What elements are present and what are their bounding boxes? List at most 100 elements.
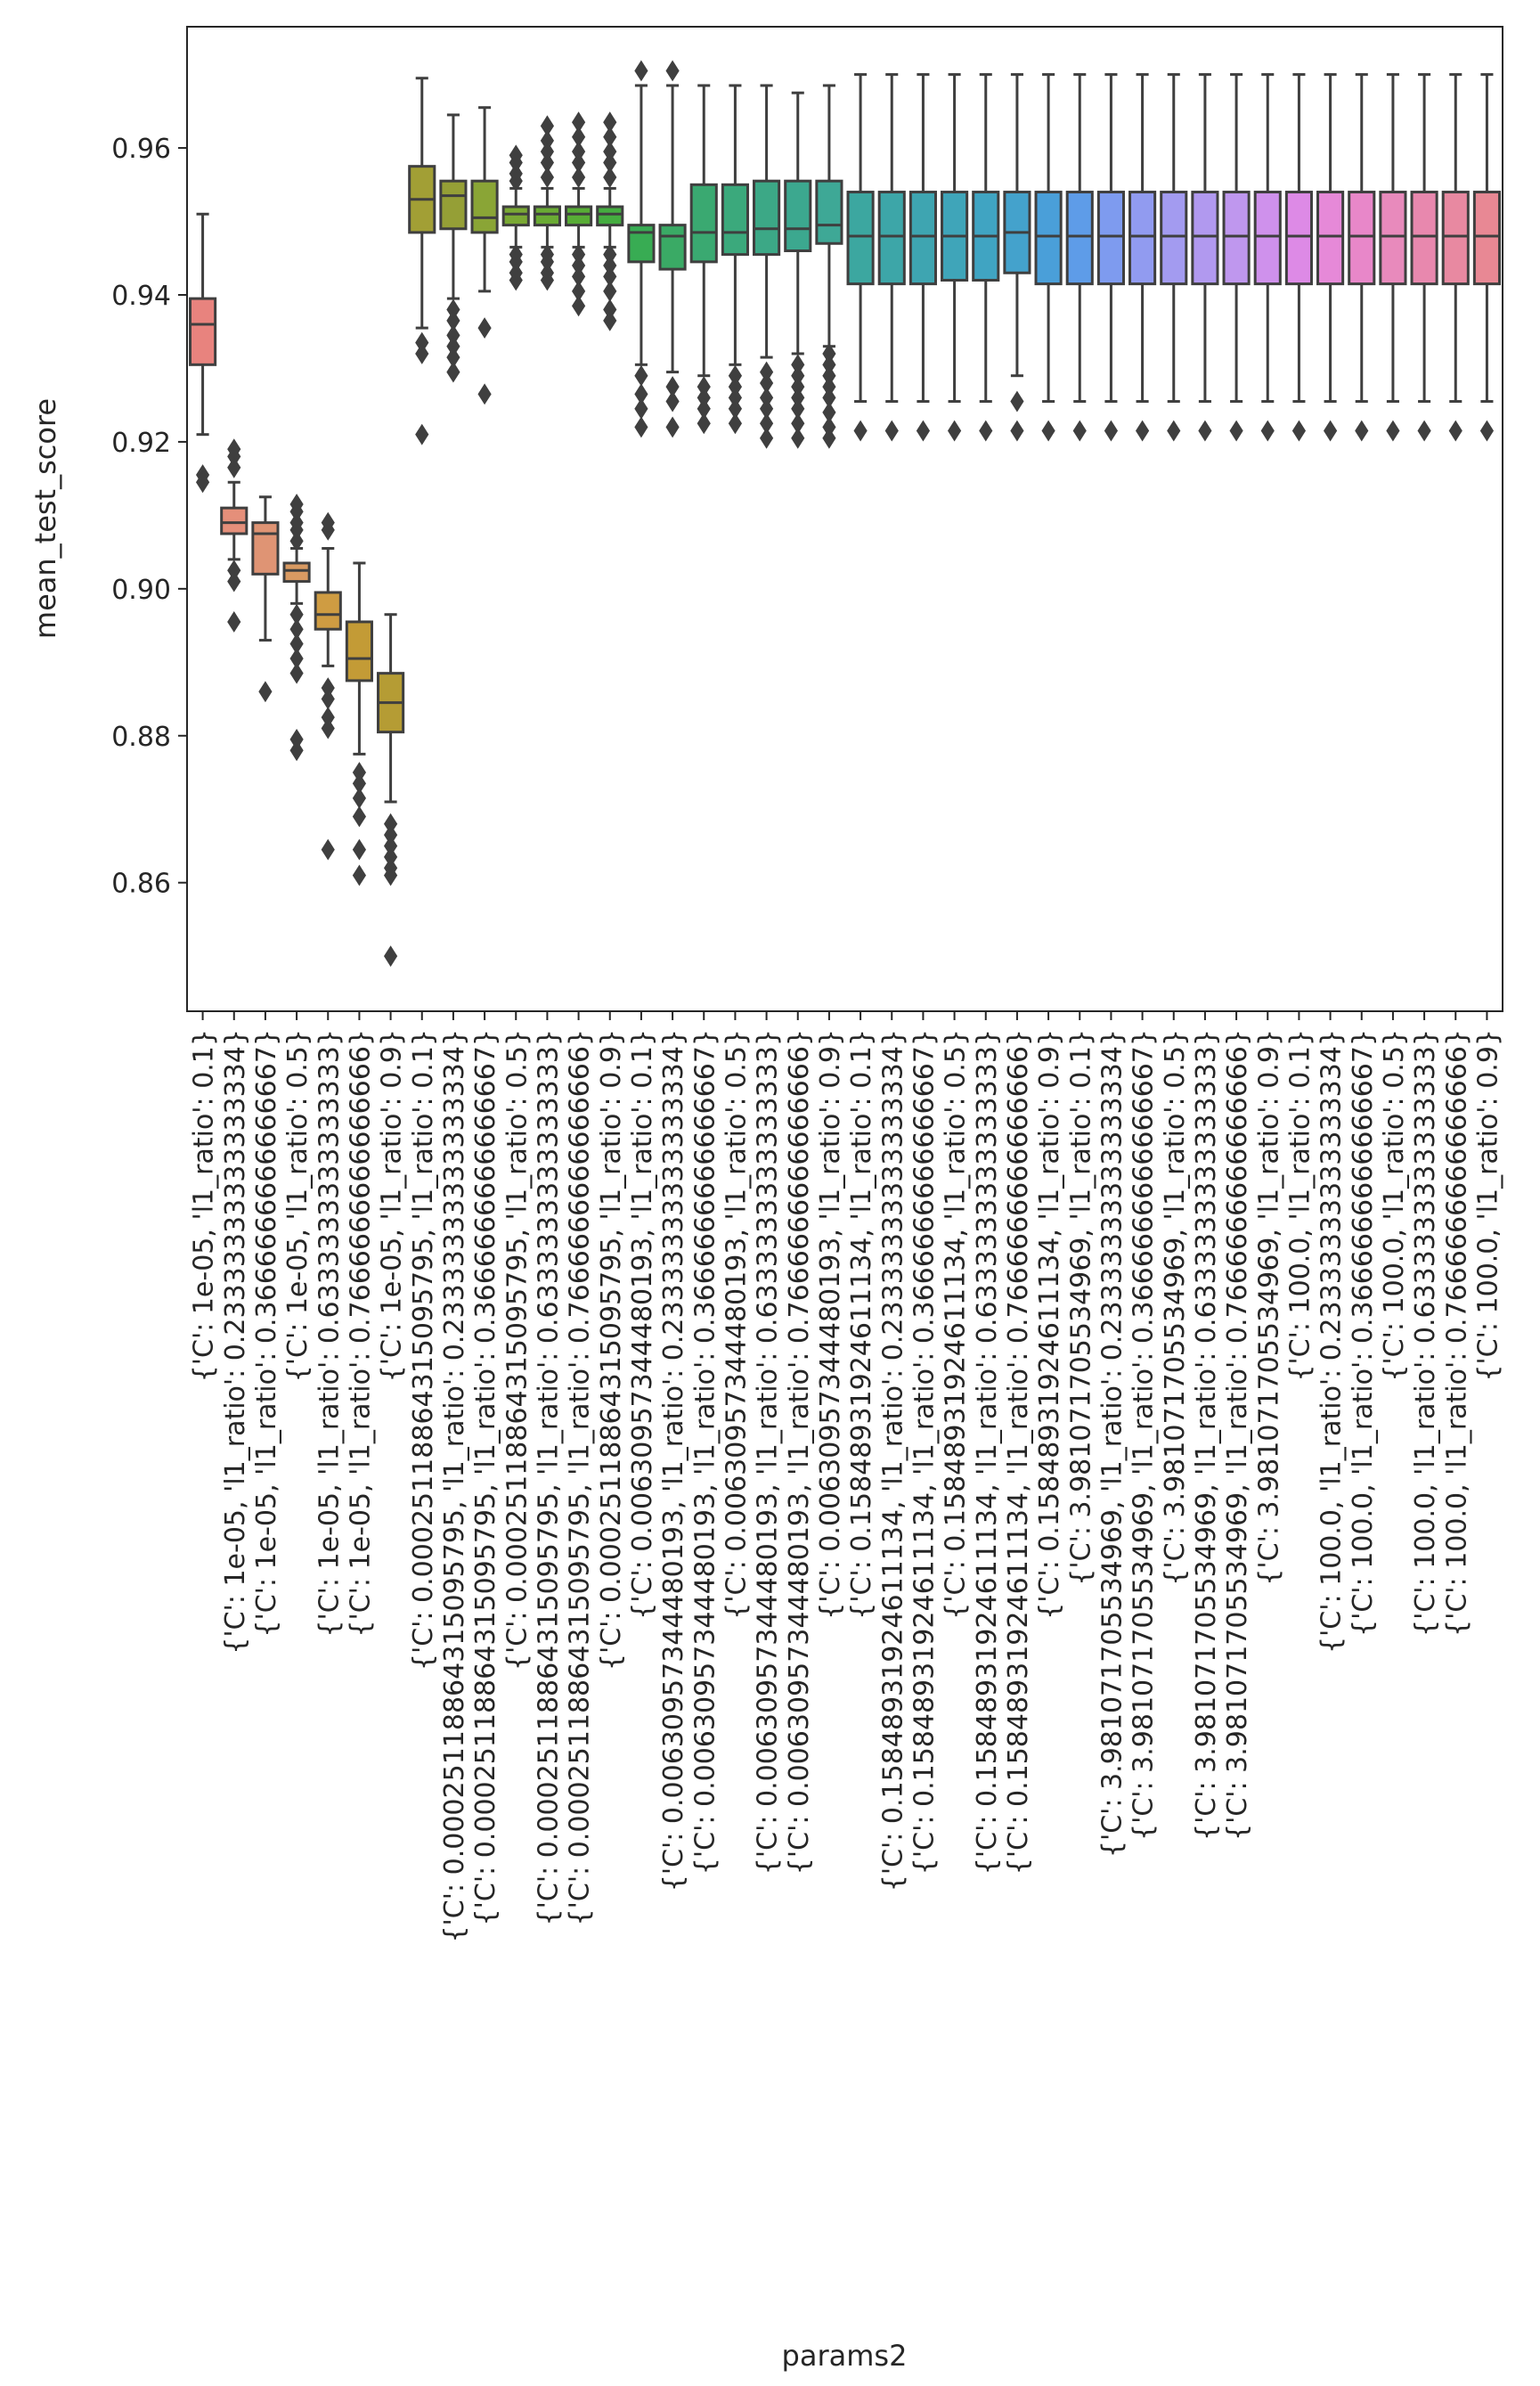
outlier-point <box>540 269 555 291</box>
x-tick-label: {'C': 0.00025118864315095795, 'l1_ratio'… <box>596 1029 627 1671</box>
box <box>846 191 875 286</box>
box <box>721 183 749 257</box>
outlier-point <box>227 570 241 592</box>
outlier-point <box>1291 420 1307 442</box>
box-group-16 <box>689 84 718 435</box>
outlier-point <box>227 611 241 633</box>
box-group-2 <box>251 495 280 703</box>
box-group-4 <box>314 511 342 861</box>
x-tick-label: {'C': 100.0, 'l1_ratio': 0.1} <box>1284 1029 1316 1382</box>
outlier-point <box>603 167 617 188</box>
box-group-6 <box>377 613 405 968</box>
box <box>533 205 561 227</box>
outlier-point <box>1260 420 1275 442</box>
y-tick-label: 0.88 <box>111 722 171 753</box>
outlier-point <box>1417 420 1431 442</box>
outlier-point <box>352 805 367 828</box>
box <box>1129 191 1157 286</box>
x-tick-label: {'C': 0.00630957344480193, 'l1_ratio': 0… <box>784 1029 815 1875</box>
outlier-point <box>509 170 523 192</box>
box-group-1 <box>220 438 249 633</box>
box-group-38 <box>1379 73 1407 442</box>
outlier-point <box>665 390 680 413</box>
x-tick-label: {'C': 0.00025118864315095795, 'l1_ratio'… <box>501 1029 533 1671</box>
outlier-point <box>352 838 367 861</box>
box <box>1348 191 1376 286</box>
x-tick-label: {'C': 0.00025118864315095795, 'l1_ratio'… <box>533 1029 564 1925</box>
x-tick-label: {'C': 0.00630957344480193, 'l1_ratio': 0… <box>721 1029 752 1620</box>
x-tick-label: {'C': 3.981071705534969, 'l1_ratio': 0.1… <box>1065 1029 1096 1586</box>
outlier-point <box>321 838 335 861</box>
x-tick-label: {'C': 1e-05, 'l1_ratio': 0.2333333333333… <box>220 1029 251 1655</box>
box-group-13 <box>596 111 624 331</box>
box <box>1316 191 1345 286</box>
box-group-0 <box>189 212 217 494</box>
outlier-point <box>383 945 398 968</box>
x-tick-label: {'C': 1e-05, 'l1_ratio': 0.7666666666666… <box>345 1029 376 1638</box>
outlier-point <box>195 471 210 494</box>
x-tick-label: {'C': 0.00025118864315095795, 'l1_ratio'… <box>470 1029 501 1925</box>
box <box>282 561 311 584</box>
outlier-point <box>571 167 586 188</box>
box <box>565 205 593 227</box>
outlier-point <box>665 60 680 82</box>
outlier-point <box>289 530 304 552</box>
outlier-point <box>477 383 492 405</box>
outlier-point <box>728 413 743 435</box>
outlier-point <box>884 420 899 442</box>
x-tick-label: {'C': 0.00025118864315095795, 'l1_ratio'… <box>408 1029 439 1671</box>
x-tick-label: {'C': 1e-05, 'l1_ratio': 0.6333333333333… <box>314 1029 345 1638</box>
box <box>1034 191 1063 286</box>
outlier-point <box>603 309 617 331</box>
outlier-point <box>227 456 241 478</box>
x-axis: {'C': 1e-05, 'l1_ratio': 0.1} {'C': 1e-05… <box>189 1011 1503 1943</box>
outlier-point <box>1135 420 1150 442</box>
x-tick-label: {'C': 100.0, 'l1_ratio': 0.2333333333333… <box>1316 1029 1348 1654</box>
box-group-7 <box>408 77 436 445</box>
outlier-point <box>916 420 931 442</box>
outlier-point <box>415 423 429 445</box>
x-tick-label: {'C': 3.981071705534969, 'l1_ratio': 0.3… <box>1129 1029 1160 1841</box>
box <box>470 179 499 234</box>
x-tick-label: {'C': 0.15848931924611134, 'l1_ratio': 0… <box>877 1029 909 1892</box>
x-tick-label: {'C': 3.981071705534969, 'l1_ratio': 0.2… <box>1096 1029 1128 1858</box>
x-tick-label: {'C': 0.00025118864315095795, 'l1_ratio'… <box>439 1029 470 1943</box>
x-tick-label: {'C': 3.981071705534969, 'l1_ratio': 0.9… <box>1253 1029 1284 1586</box>
box-group-19 <box>784 91 812 449</box>
box-group-23 <box>909 73 937 442</box>
box-group-26 <box>1003 73 1031 442</box>
box-group-5 <box>345 561 373 887</box>
x-tick-label: {'C': 0.00630957344480193, 'l1_ratio': 0… <box>627 1029 658 1620</box>
x-tick-label: {'C': 0.00025118864315095795, 'l1_ratio'… <box>565 1029 596 1925</box>
box <box>189 297 217 366</box>
outlier-point <box>509 269 523 291</box>
box <box>815 179 843 245</box>
outlier-point <box>415 343 429 364</box>
outlier-point <box>1041 420 1055 442</box>
x-tick-label: {'C': 3.981071705534969, 'l1_ratio': 0.6… <box>1191 1029 1222 1841</box>
y-axis: 0.86 0.88 0.90 0.92 0.94 0.96 <box>111 134 187 900</box>
outlier-point <box>227 438 241 461</box>
outlier-point <box>759 427 774 449</box>
outlier-point <box>1167 420 1181 442</box>
box <box>1410 191 1438 286</box>
outlier-point <box>289 662 304 684</box>
x-tick-label: {'C': 0.15848931924611134, 'l1_ratio': 0… <box>972 1029 1003 1875</box>
box <box>439 179 468 231</box>
box-group-36 <box>1316 73 1345 442</box>
box <box>1191 191 1219 286</box>
box <box>345 620 373 682</box>
outlier-point <box>1072 420 1087 442</box>
outlier-point <box>1010 420 1024 442</box>
box <box>909 191 937 286</box>
outlier-point <box>697 413 711 435</box>
box <box>1284 191 1313 286</box>
x-tick-label: {'C': 1e-05, 'l1_ratio': 0.9} <box>377 1029 408 1382</box>
box <box>1379 191 1407 286</box>
outlier-point <box>540 167 555 188</box>
y-tick-label: 0.96 <box>111 134 171 165</box>
y-tick-label: 0.86 <box>111 869 171 900</box>
x-tick-label: {'C': 1e-05, 'l1_ratio': 0.5} <box>282 1029 314 1382</box>
x-tick-label: {'C': 1e-05, 'l1_ratio': 0.1} <box>189 1029 220 1382</box>
x-tick-label: {'C': 0.15848931924611134, 'l1_ratio': 0… <box>909 1029 940 1875</box>
